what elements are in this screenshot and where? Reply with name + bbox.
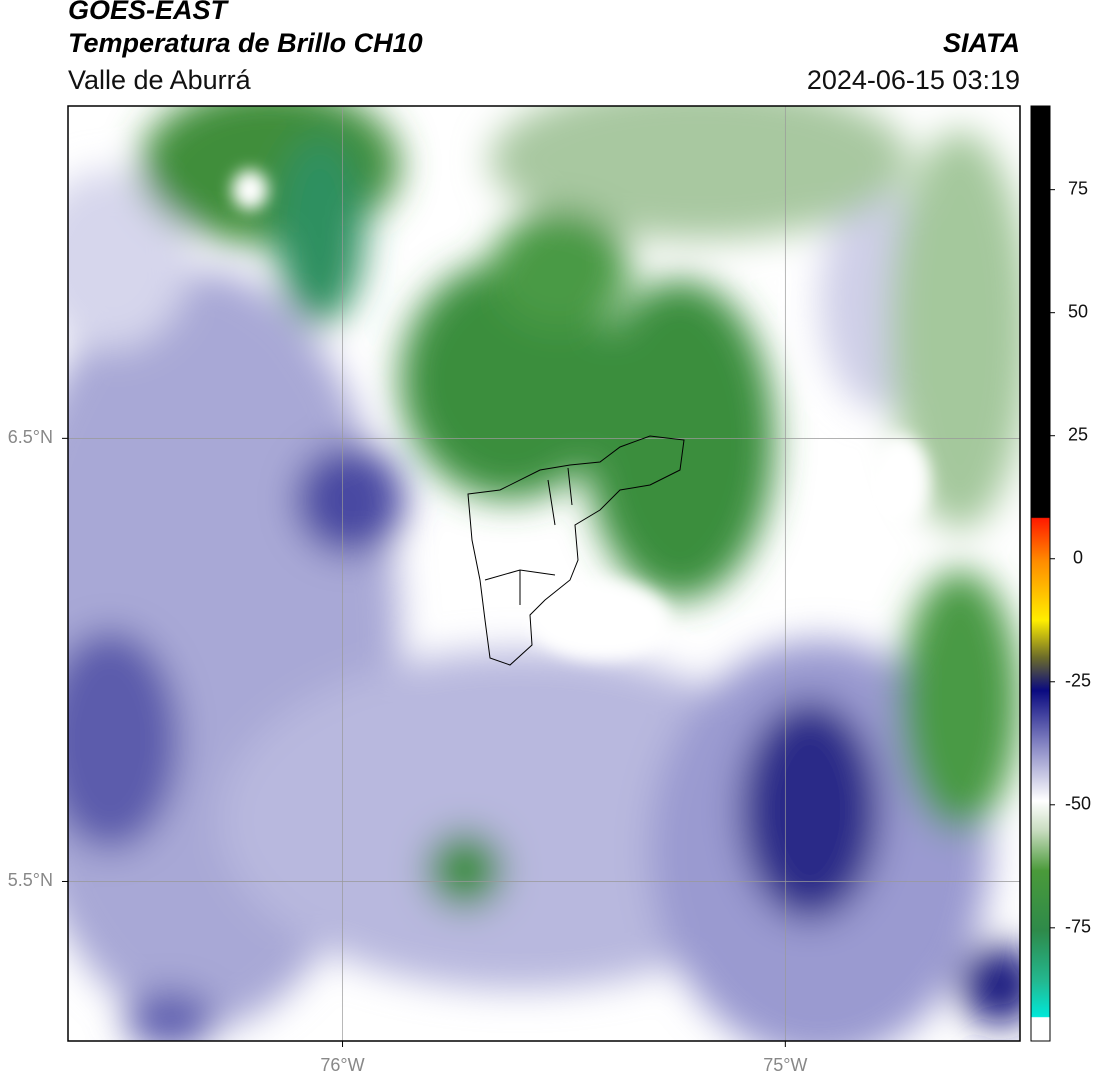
source: SIATA [943, 28, 1020, 58]
map-field [68, 106, 1020, 1041]
colorbar-tick-label: -50 [1065, 794, 1091, 814]
subtitle: Temperatura de Brillo CH10 [68, 28, 423, 58]
lon-tick-label: 76°W [320, 1055, 364, 1075]
region: Valle de Aburrá [68, 65, 252, 95]
colorbar-tick-label: -75 [1065, 917, 1091, 937]
colorbar [1030, 105, 1051, 1042]
colorbar-tick-label: 50 [1068, 301, 1088, 321]
colorbar-tick-label: -25 [1065, 671, 1091, 691]
colorbar-tick-label: 75 [1068, 178, 1088, 198]
title: GOES-EAST [68, 0, 230, 25]
valley-outline [467, 435, 685, 666]
datetime: 2024-06-15 03:19 [807, 65, 1020, 95]
colorbar-tick-label: 25 [1068, 424, 1088, 444]
lat-tick-label: 5.5°N [8, 870, 53, 890]
colorbar-tick-label: 0 [1073, 547, 1083, 567]
map-frame [67, 105, 1021, 1042]
lon-tick-label: 75°W [763, 1055, 807, 1075]
lat-tick-label: 6.5°N [8, 427, 53, 447]
